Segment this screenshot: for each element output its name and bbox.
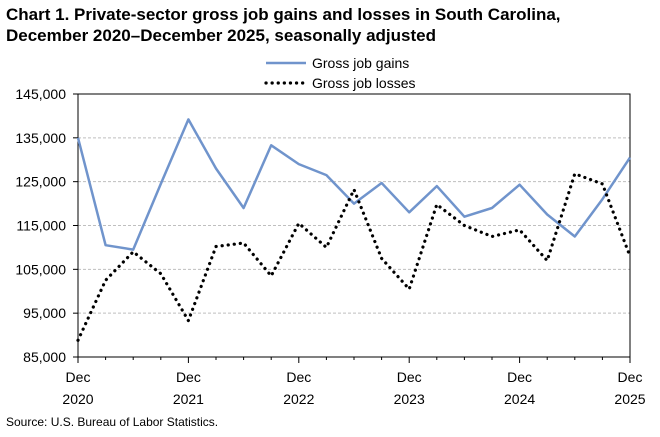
- y-tick-label: 95,000: [23, 305, 66, 321]
- x-tick-label-year: 2022: [283, 391, 314, 407]
- y-tick-label: 145,000: [15, 86, 66, 102]
- legend-label: Gross job gains: [312, 55, 409, 71]
- x-tick-label-month: Dec: [618, 369, 643, 385]
- series-line-gross-job-gains: [76, 118, 632, 251]
- x-tick-label-month: Dec: [176, 369, 201, 385]
- series-line-gross-job-losses: [76, 172, 632, 342]
- series-lines: [76, 118, 632, 342]
- chart-title: Chart 1. Private-sector gross job gains …: [6, 4, 656, 46]
- x-tick-label-month: Dec: [397, 369, 422, 385]
- y-tick-label: 85,000: [23, 349, 66, 365]
- y-axis-ticks: 85,000 95,000 105,000 115,000 125,000 135,000…: [15, 86, 78, 365]
- x-tick-label-year: 2024: [504, 391, 535, 407]
- chart-title-line1: Chart 1. Private-sector gross job gains …: [6, 5, 561, 24]
- x-tick-label-year: 2020: [62, 391, 93, 407]
- legend-label: Gross job losses: [312, 75, 415, 91]
- gridlines: [78, 137, 630, 314]
- y-tick-label: 105,000: [15, 261, 66, 277]
- y-tick-label: 115,000: [16, 218, 66, 234]
- x-tick-label-month: Dec: [66, 369, 91, 385]
- chart-title-line2: December 2020–December 2025, seasonally …: [6, 26, 436, 45]
- legend: Gross job gains Gross job losses: [264, 55, 415, 91]
- x-tick-label-month: Dec: [286, 369, 311, 385]
- x-tick-label-year: 2021: [173, 391, 204, 407]
- x-axis-ticks: Dec 2020 Dec 2021 Dec 2022 Dec 2023 Dec 2024 Dec 20…: [62, 357, 646, 407]
- x-tick-label-year: 2023: [394, 391, 425, 407]
- x-tick-label-month: Dec: [507, 369, 532, 385]
- y-tick-label: 135,000: [15, 130, 66, 146]
- y-tick-label: 125,000: [15, 174, 66, 190]
- source-note: Source: U.S. Bureau of Labor Statistics.: [6, 415, 219, 429]
- x-tick-label-year: 2025: [614, 391, 645, 407]
